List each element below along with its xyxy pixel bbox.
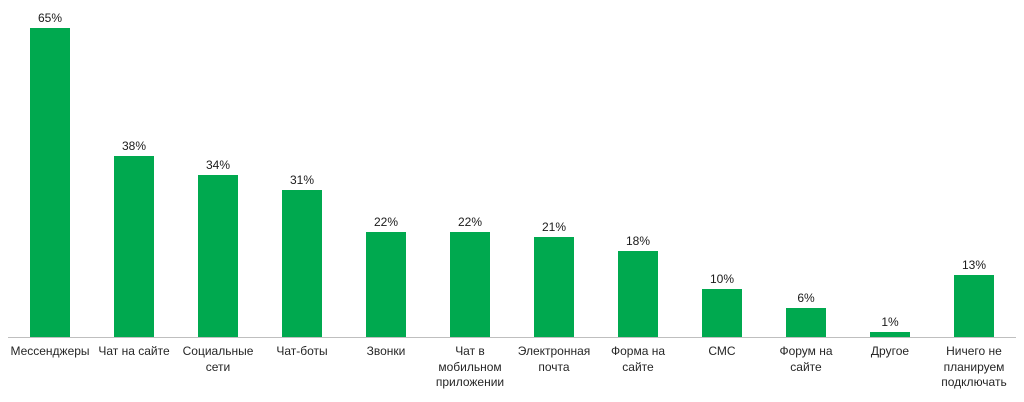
bar-column: 1% <box>848 315 932 337</box>
bar-value-label: 31% <box>289 173 315 187</box>
category-label: Форум на сайте <box>779 344 833 374</box>
category-axis: Мессенджеры Чат на сайте Социальные сети Ча… <box>8 338 1016 391</box>
bar-column: 18% <box>596 234 680 337</box>
bar-column: 6% <box>764 291 848 337</box>
bar-column: 65% <box>8 11 92 337</box>
bar <box>30 28 70 337</box>
bar-column: 21% <box>512 220 596 337</box>
bar <box>954 275 994 337</box>
category-label: Ничего не планируем подключать <box>941 344 1007 390</box>
bar <box>450 232 490 337</box>
bar-column: 22% <box>428 215 512 337</box>
category-label: Другое <box>870 344 910 358</box>
bar-value-label: 38% <box>121 139 147 153</box>
bar <box>198 175 238 337</box>
bar-column: 34% <box>176 158 260 337</box>
bar-column: 38% <box>92 139 176 337</box>
category-label: Чат в мобильном приложении <box>435 344 505 390</box>
bar-column: 22% <box>344 215 428 337</box>
category-label: Форма на сайте <box>610 344 666 374</box>
bar-value-label: 6% <box>797 291 815 305</box>
category-label: Чат-боты <box>276 344 328 358</box>
bar-value-label: 13% <box>961 258 987 272</box>
bar-value-label: 22% <box>373 215 399 229</box>
bar <box>618 251 658 337</box>
bar-value-label: 18% <box>625 234 651 248</box>
category-label: Социальные сети <box>182 344 254 374</box>
bar-column: 13% <box>932 258 1016 337</box>
bar-value-label: 65% <box>37 11 63 25</box>
bar-value-label: 22% <box>457 215 483 229</box>
bar-value-label: 10% <box>709 272 735 286</box>
category-label: СМС <box>708 344 736 358</box>
bar <box>114 156 154 337</box>
plot-area: 65% 38% 34% 31% 22% 22% 21% 18% 10% 6% 1% 13% <box>8 6 1016 338</box>
bar-value-label: 1% <box>881 315 899 329</box>
bar-column: 10% <box>680 272 764 337</box>
category-label: Мессенджеры <box>10 344 90 358</box>
bar <box>702 289 742 337</box>
category-label: Звонки <box>366 344 406 358</box>
bar-column: 31% <box>260 173 344 337</box>
bar <box>534 237 574 337</box>
bar <box>366 232 406 337</box>
bar <box>870 332 910 337</box>
bar-value-label: 34% <box>205 158 231 172</box>
category-label: Чат на сайте <box>98 344 170 358</box>
bar <box>786 308 826 337</box>
category-label: Электронная почта <box>517 344 591 374</box>
bar <box>282 190 322 337</box>
bar-value-label: 21% <box>541 220 567 234</box>
